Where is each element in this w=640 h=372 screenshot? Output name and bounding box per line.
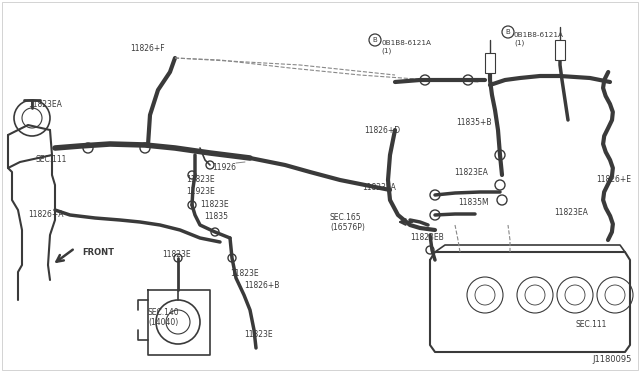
Text: 0B1B8-6121A
(1): 0B1B8-6121A (1): [514, 32, 564, 45]
Text: 11835+B: 11835+B: [456, 118, 492, 127]
Text: SEC.111: SEC.111: [35, 155, 67, 164]
Text: B: B: [506, 29, 510, 35]
Bar: [485, 53, 495, 73]
Text: 11826+B: 11826+B: [244, 281, 280, 290]
Text: 11835M: 11835M: [458, 198, 488, 207]
Bar: [555, 40, 565, 60]
Text: 11823E: 11823E: [200, 200, 228, 209]
Text: 11823E: 11823E: [244, 330, 273, 339]
Text: 11826+E: 11826+E: [596, 175, 631, 184]
Text: 11835: 11835: [204, 212, 228, 221]
Text: 11823E: 11823E: [230, 269, 259, 278]
Text: 11923E: 11923E: [186, 187, 215, 196]
Text: 11823EA: 11823EA: [454, 168, 488, 177]
Text: SEC.140
(14040): SEC.140 (14040): [148, 308, 180, 327]
Text: 11823EA: 11823EA: [28, 100, 62, 109]
Text: 11823E: 11823E: [186, 175, 214, 184]
Text: 11823EA: 11823EA: [362, 183, 396, 192]
Text: 11826+A: 11826+A: [28, 210, 63, 219]
Text: 0B1B8-6121A
(1): 0B1B8-6121A (1): [381, 40, 431, 54]
Text: 11823E: 11823E: [162, 250, 191, 259]
Text: SEC.165
(16576P): SEC.165 (16576P): [330, 213, 365, 232]
Text: J1180095: J1180095: [593, 355, 632, 364]
Text: 11823EB: 11823EB: [410, 233, 444, 242]
Text: B: B: [372, 37, 378, 43]
Text: 11826+D: 11826+D: [364, 126, 400, 135]
Text: 11826+F: 11826+F: [130, 44, 164, 53]
Text: FRONT: FRONT: [82, 248, 114, 257]
Text: 11926: 11926: [212, 163, 236, 172]
Text: 11823EA: 11823EA: [554, 208, 588, 217]
Text: SEC.111: SEC.111: [575, 320, 606, 329]
